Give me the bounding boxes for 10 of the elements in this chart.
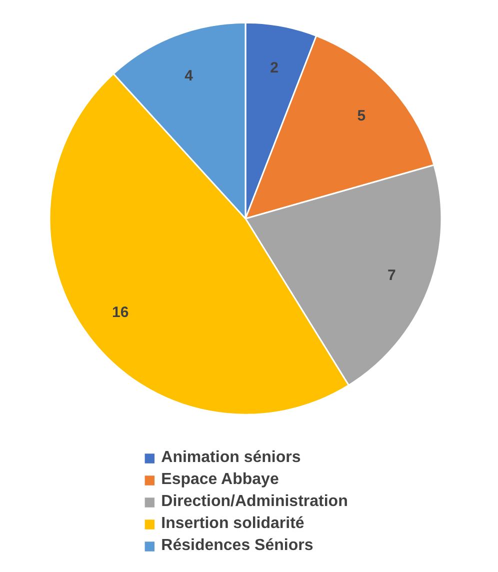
data-label: 5 [357,107,366,124]
legend-label: Animation séniors [161,449,301,467]
data-label: 16 [112,304,129,322]
data-label: 7 [388,266,396,284]
legend-label: Résidences Séniors [161,537,314,555]
legend-label: Insertion solidarité [161,515,304,533]
data-label: 2 [270,60,278,77]
data-label: 4 [184,67,194,84]
legend-label: Espace Abbaye [161,471,279,489]
legend-label: Direction/Administration [161,493,348,511]
